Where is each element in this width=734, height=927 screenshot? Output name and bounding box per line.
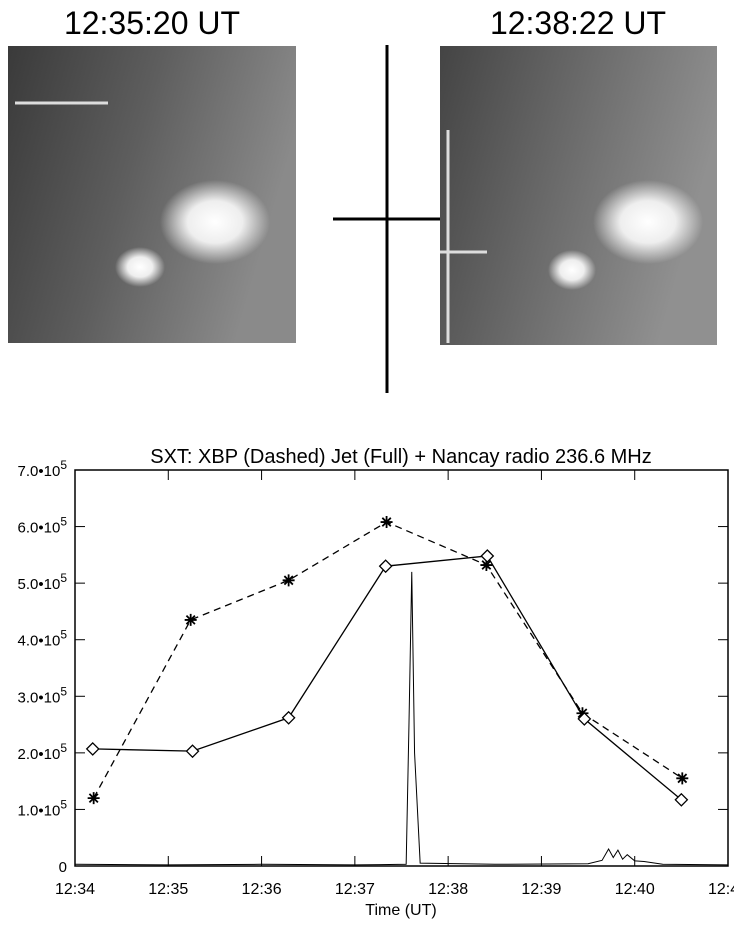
asterisk-marker xyxy=(87,792,100,805)
y-tick-label-exponent: 5 xyxy=(60,571,67,585)
series-line xyxy=(92,555,682,801)
asterisk-marker xyxy=(676,772,689,785)
y-tick-label-base: 5.0•10 xyxy=(18,576,61,593)
x-tick-label: 12:41 xyxy=(708,881,734,898)
y-tick-label: 0 xyxy=(59,859,67,876)
plot-frame xyxy=(74,469,729,867)
asterisk-marker xyxy=(184,613,197,626)
y-tick-label-exponent: 5 xyxy=(60,515,67,529)
y-tick-label-exponent: 5 xyxy=(60,741,67,755)
y-tick-label: 5.0•105 xyxy=(18,571,68,593)
x-tick-label: 12:34 xyxy=(55,881,95,898)
y-tick-label-exponent: 5 xyxy=(60,684,67,698)
x-tick-label: 12:40 xyxy=(615,881,655,898)
series-line xyxy=(74,571,729,866)
y-tick-label-base: 4.0•10 xyxy=(18,633,61,650)
x-tick-label: 12:38 xyxy=(428,881,468,898)
y-tick-label: 2.0•105 xyxy=(18,741,68,763)
image-right xyxy=(440,46,717,345)
panel-label: 12:38:22 UT xyxy=(490,5,666,41)
y-tick-label-exponent: 5 xyxy=(60,797,67,811)
asterisk-marker xyxy=(576,707,589,720)
y-tick-label-exponent: 5 xyxy=(60,628,67,642)
diamond-marker xyxy=(185,744,200,759)
x-tick-label: 12:37 xyxy=(335,881,375,898)
y-tick-label-base: 7.0•10 xyxy=(18,463,61,480)
y-tick-label: 4.0•105 xyxy=(18,628,68,650)
crosshair xyxy=(333,45,440,393)
x-tick-label: 12:39 xyxy=(521,881,561,898)
y-tick-label: 1.0•105 xyxy=(18,797,68,819)
y-tick-label-base: 2.0•10 xyxy=(18,746,61,763)
y-tick-label: 3.0•105 xyxy=(18,684,68,706)
image-left xyxy=(8,46,296,343)
y-tick-label-base: 1.0•10 xyxy=(18,802,61,819)
x-tick-label: 12:36 xyxy=(242,881,282,898)
y-tick-label: 7.0•105 xyxy=(18,458,68,480)
asterisk-marker xyxy=(282,574,295,587)
diamond-marker xyxy=(281,710,296,725)
y-tick-label: 6.0•105 xyxy=(18,515,68,537)
y-tick-label-base: 3.0•10 xyxy=(18,689,61,706)
x-axis-label: Time (UT) xyxy=(365,902,436,919)
panel-label: 12:35:20 UT xyxy=(64,5,240,41)
y-tick-label-base: 0 xyxy=(59,859,67,876)
asterisk-marker xyxy=(480,559,493,572)
asterisk-marker xyxy=(380,516,393,529)
diamond-marker xyxy=(378,559,393,574)
diamond-marker xyxy=(85,741,100,756)
x-tick-label: 12:35 xyxy=(148,881,188,898)
y-tick-label-base: 6.0•10 xyxy=(18,520,61,537)
diamond-marker xyxy=(674,792,689,807)
chart-title: SXT: XBP (Dashed) Jet (Full) + Nancay ra… xyxy=(150,446,652,468)
diamond-marker xyxy=(480,549,495,563)
diamond-marker xyxy=(577,711,592,726)
y-tick-label-exponent: 5 xyxy=(60,458,67,472)
